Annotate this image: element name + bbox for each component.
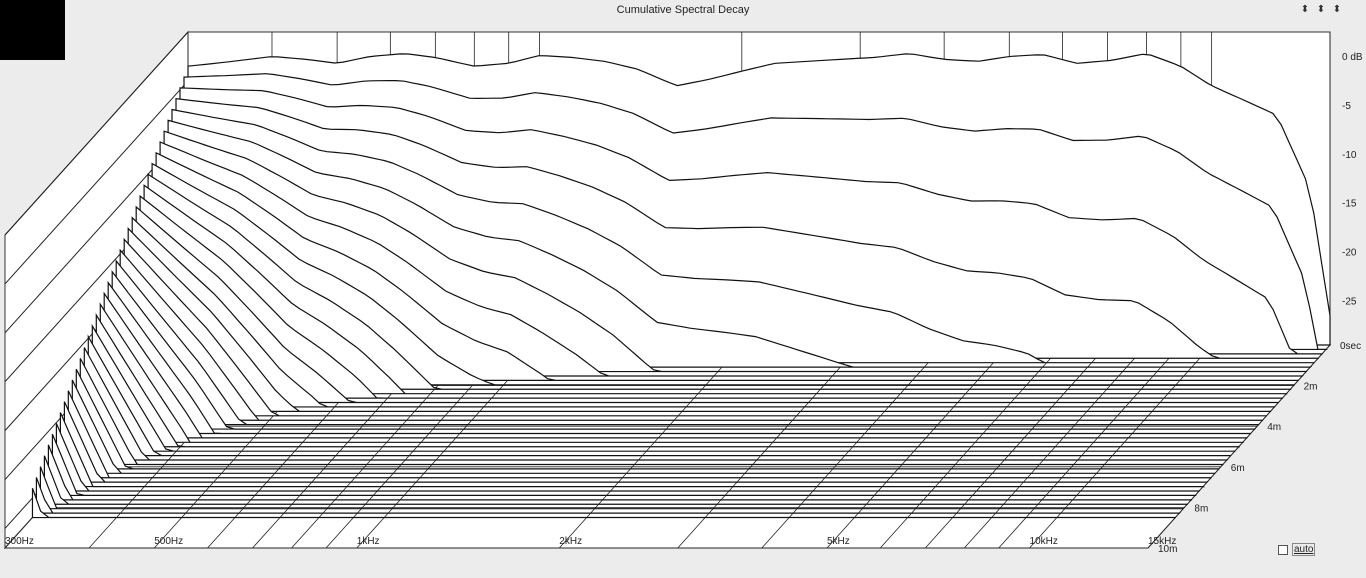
db-tick-label: 0 dB [1342, 52, 1363, 63]
decay-slice [47, 444, 1193, 501]
decay-slice [43, 455, 1188, 505]
time-tick-label: 4m [1267, 422, 1281, 433]
freq-tick-label: 5kHz [827, 536, 850, 547]
grid-line [4, 80, 189, 285]
decay-slice [51, 433, 1197, 497]
auto-control[interactable]: auto [1278, 543, 1316, 556]
db-tick-label: -15 [1342, 199, 1357, 210]
time-tick-label: 8m [1194, 503, 1208, 514]
decay-slice [119, 248, 1263, 421]
freq-tick-label: 10kHz [1030, 536, 1058, 547]
down-arrow-icon[interactable]: ⬍ [1316, 4, 1326, 15]
decay-slice [87, 334, 1232, 457]
decay-slice [71, 379, 1216, 474]
time-tick-label: 0sec [1340, 341, 1361, 352]
freq-tick-label: 1kHz [357, 536, 380, 547]
decay-slice [67, 390, 1212, 479]
decay-slice [55, 423, 1200, 492]
decay-slice [99, 302, 1245, 443]
db-tick-label: -5 [1342, 101, 1351, 112]
decay-slice [107, 280, 1251, 435]
decay-slice [95, 312, 1240, 448]
decay-slice [59, 412, 1206, 488]
decay-slice [159, 141, 1304, 377]
decay-slice [75, 368, 1222, 470]
decay-slice [63, 401, 1209, 483]
updown-arrow-icon[interactable]: ⬍ [1332, 4, 1342, 15]
decay-slice [35, 477, 1181, 514]
decay-slice [155, 151, 1299, 381]
decay-slice [83, 347, 1229, 461]
freq-tick-label: 300Hz [5, 536, 34, 547]
decay-slice [39, 466, 1184, 510]
grid-line [4, 31, 189, 236]
decay-slice [91, 323, 1236, 452]
db-tick-label: -25 [1342, 297, 1357, 308]
auto-checkbox[interactable] [1278, 544, 1288, 555]
decay-slice [111, 270, 1256, 430]
freq-tick-label: 2kHz [559, 536, 582, 547]
time-tick-label: 6m [1231, 463, 1245, 474]
color-swatch [0, 0, 65, 60]
freq-tick-label: 15kHz [1148, 536, 1176, 547]
decay-slice [79, 358, 1224, 466]
time-tick-label: 10m [1158, 544, 1177, 555]
decay-slice [31, 487, 1176, 519]
auto-label: auto [1292, 543, 1316, 556]
freq-tick-label: 500Hz [154, 536, 183, 547]
decay-slice [115, 259, 1260, 426]
decay-slice [103, 291, 1248, 439]
db-tick-label: -20 [1342, 248, 1357, 259]
up-arrow-icon[interactable]: ⬍ [1300, 4, 1310, 15]
chart-title: Cumulative Spectral Decay [616, 4, 750, 16]
time-tick-label: 2m [1304, 382, 1318, 393]
db-tick-label: -10 [1342, 150, 1357, 161]
